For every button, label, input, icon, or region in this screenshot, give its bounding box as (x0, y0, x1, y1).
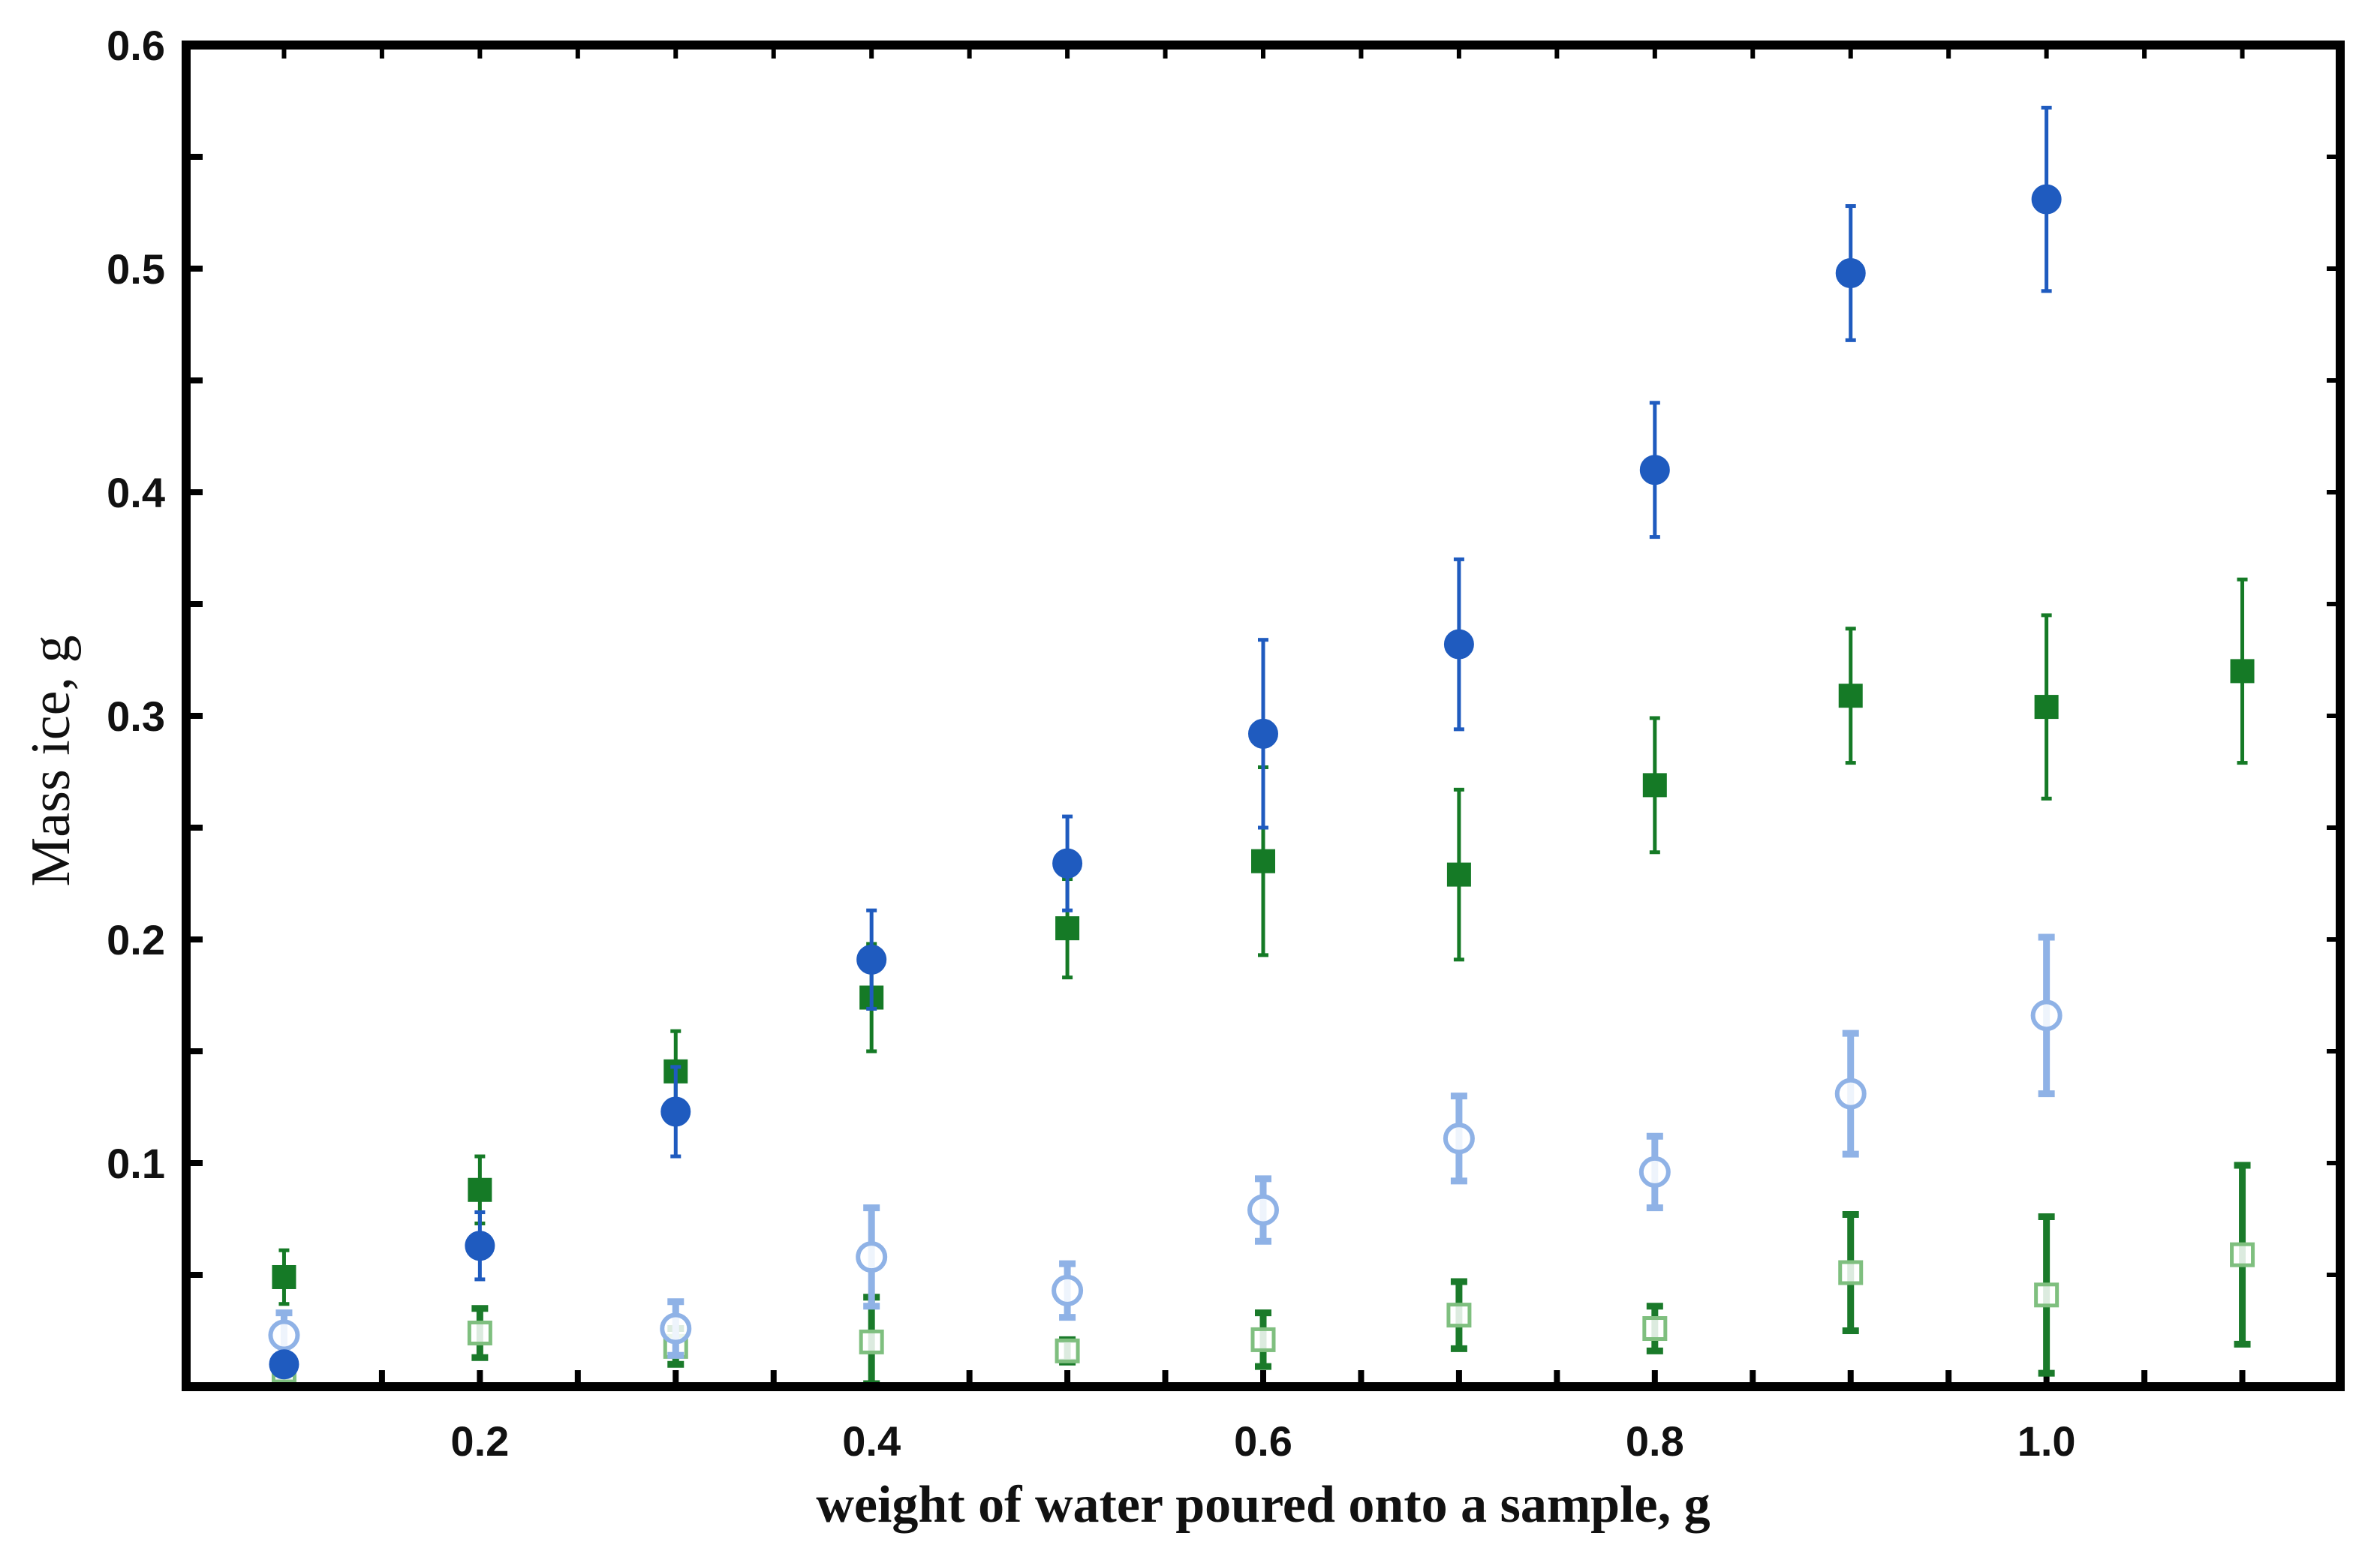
x-axis-title: weight of water poured onto a sample, g (816, 1476, 1710, 1534)
data-point (2034, 695, 2059, 720)
data-point (2031, 184, 2062, 215)
data-point (1642, 773, 1667, 798)
x-tick-labels: 0.2 0.4 0.6 0.8 1.0 (450, 1417, 2075, 1465)
data-point (1052, 1274, 1084, 1306)
data-point (468, 1177, 492, 1202)
data-point (660, 1312, 692, 1345)
data-point (2030, 999, 2063, 1032)
data-point (1250, 1327, 1276, 1352)
data-point (1055, 916, 1080, 941)
x-tick-label: 1.0 (2017, 1417, 2076, 1465)
data-point (1251, 849, 1275, 873)
data-point (856, 944, 887, 975)
data-point (856, 1241, 888, 1273)
x-tick-label: 0.8 (1626, 1417, 1684, 1465)
data-point (660, 1096, 691, 1127)
data-point (467, 1320, 492, 1345)
x-tick-label: 0.4 (842, 1417, 901, 1465)
y-tick-label: 0.6 (107, 22, 165, 69)
plot-frame (182, 41, 2345, 1391)
data-point (1443, 629, 1474, 660)
x-tick-label: 0.2 (450, 1417, 509, 1465)
data-point (2230, 659, 2255, 684)
y-tick-label: 0.4 (107, 469, 165, 516)
data-point (465, 1231, 495, 1261)
data-point (1247, 1194, 1279, 1226)
x-tick-label: 0.6 (1234, 1417, 1292, 1465)
series-layer (268, 105, 2255, 1387)
series-2 (268, 933, 2063, 1361)
data-point (1446, 862, 1471, 887)
y-tick-labels: 0.1 0.2 0.3 0.4 0.5 0.6 (107, 22, 165, 1187)
data-point (268, 1319, 300, 1351)
y-tick-label: 0.5 (107, 245, 165, 293)
data-point (859, 1329, 884, 1354)
y-tick-label: 0.3 (107, 693, 165, 740)
data-point (1838, 1260, 1864, 1285)
data-point (1838, 684, 1863, 708)
data-point (2034, 1282, 2060, 1308)
data-point (1835, 257, 1866, 288)
data-point (1642, 1316, 1668, 1342)
series-3 (271, 1162, 2255, 1387)
data-point (1834, 1078, 1867, 1110)
y-axis-title: Mass ice, g (20, 636, 82, 887)
y-tick-label: 0.1 (107, 1140, 165, 1187)
y-tick-label: 0.2 (107, 916, 165, 963)
data-point (272, 1264, 296, 1289)
data-point (1638, 1156, 1671, 1188)
data-point (1248, 718, 1278, 749)
data-point (1052, 848, 1083, 879)
data-point (1446, 1303, 1472, 1328)
data-point (1443, 1123, 1475, 1155)
data-point (269, 1349, 299, 1380)
x-minor-ticks (183, 45, 2246, 1387)
data-point (2230, 1242, 2255, 1267)
data-point (1639, 455, 1670, 485)
data-point (1055, 1338, 1080, 1363)
series-0 (269, 105, 2062, 1380)
